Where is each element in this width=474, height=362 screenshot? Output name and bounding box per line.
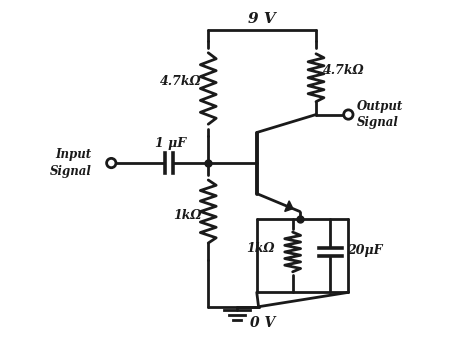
Text: 4.7kΩ: 4.7kΩ xyxy=(160,75,202,88)
Text: 20μF: 20μF xyxy=(346,244,382,257)
Text: Output: Output xyxy=(357,100,403,113)
Text: 4.7kΩ: 4.7kΩ xyxy=(322,64,364,77)
Text: 0 V: 0 V xyxy=(250,316,275,330)
Text: Signal: Signal xyxy=(357,116,399,129)
Text: 1kΩ: 1kΩ xyxy=(246,242,275,255)
Text: 1 μF: 1 μF xyxy=(155,138,186,151)
Text: 9 V: 9 V xyxy=(247,12,275,26)
Text: Signal: Signal xyxy=(50,165,91,178)
Text: 1kΩ: 1kΩ xyxy=(173,209,202,222)
Text: Input: Input xyxy=(55,148,91,161)
Polygon shape xyxy=(285,201,293,211)
